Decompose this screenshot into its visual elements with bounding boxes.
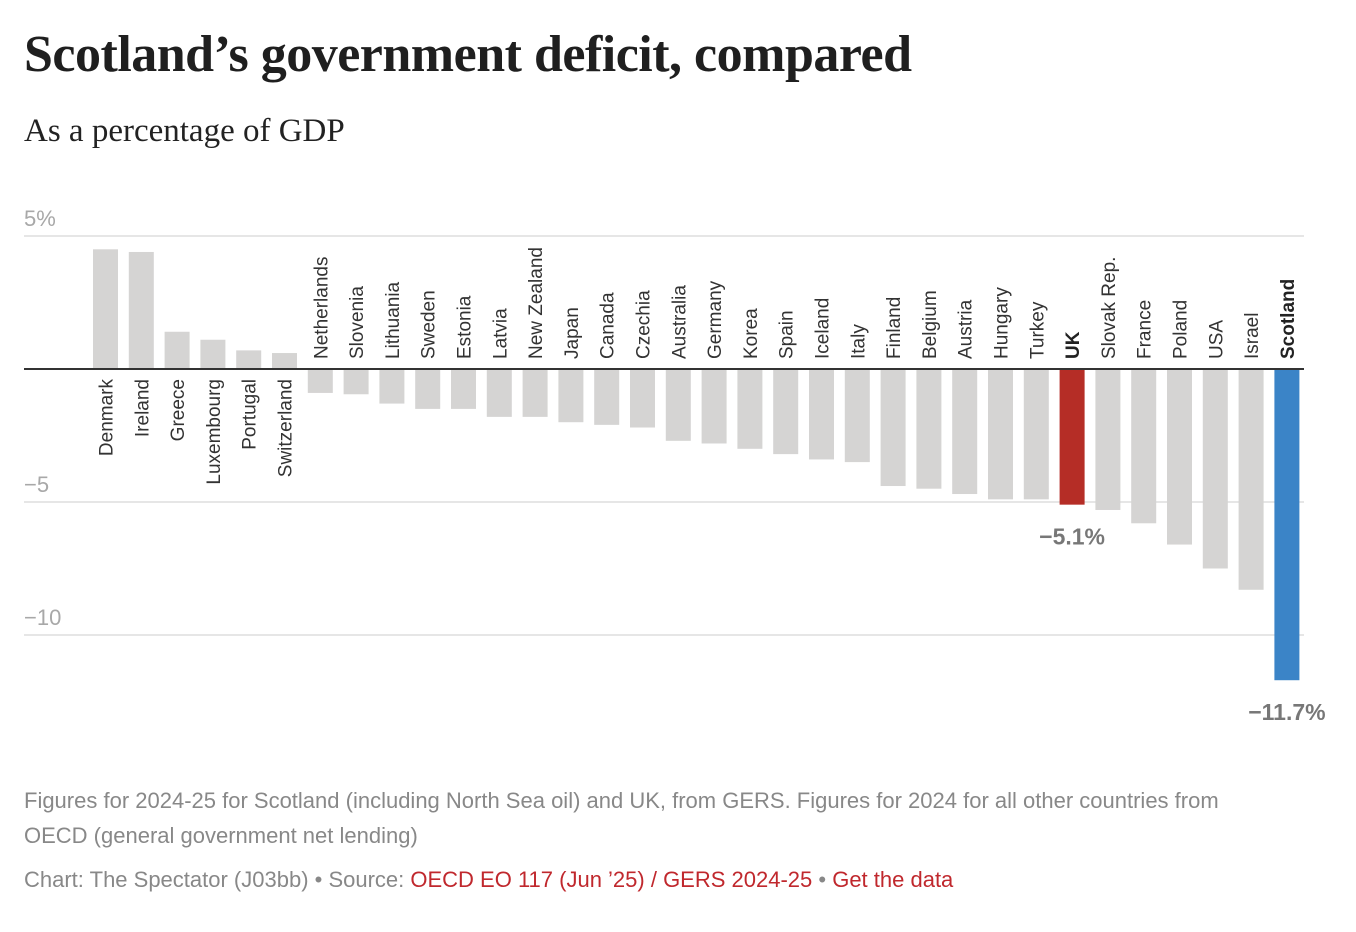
bar-slovenia	[343, 369, 369, 395]
bar-turkey	[1023, 369, 1049, 500]
bar-germany	[701, 369, 727, 444]
category-label: Israel	[1242, 313, 1263, 359]
get-the-data-link[interactable]: Get the data	[832, 867, 954, 892]
category-label: Korea	[741, 308, 762, 359]
y-axis-ticks: 5% −5 −10	[24, 206, 61, 630]
category-label: Poland	[1171, 300, 1192, 359]
category-label: Czechia	[634, 290, 655, 359]
category-label: Finland	[884, 297, 905, 359]
bar-usa	[1202, 369, 1228, 569]
value-labels: −5.1% −11.7%	[1039, 524, 1325, 726]
bar-netherlands	[307, 369, 333, 393]
bar-korea	[737, 369, 763, 449]
bar-israel	[1238, 369, 1264, 590]
value-label-uk: −5.1%	[1039, 524, 1105, 550]
bar-ireland	[128, 251, 154, 369]
bars	[93, 249, 1300, 681]
category-label: Belgium	[920, 290, 941, 359]
category-label: Austria	[956, 299, 977, 359]
bar-estonia	[451, 369, 476, 409]
bar-denmark	[93, 249, 118, 369]
bar-switzerland	[272, 353, 297, 369]
bar-chart: 5% −5 −10 Denmark Ireland Greece Luxembourg Po…	[24, 206, 1326, 726]
category-label: Germany	[705, 280, 726, 359]
bar-iceland	[809, 369, 834, 460]
category-label: Estonia	[455, 295, 476, 359]
bar-australia	[665, 369, 691, 441]
category-label: Sweden	[419, 290, 440, 359]
category-label: Ireland	[132, 379, 153, 437]
bar-new-zealand	[522, 369, 548, 417]
category-label: Italy	[848, 324, 869, 359]
gridlines	[24, 235, 1304, 636]
chart-credit: Chart: The Spectator (J03bb) • Source: O…	[24, 862, 953, 897]
category-label: Scotland	[1278, 279, 1299, 359]
y-tick-label: −10	[24, 605, 61, 630]
y-tick-label: −5	[24, 472, 49, 497]
bar-italy	[844, 369, 870, 463]
bar-greece	[164, 331, 190, 369]
y-tick-label: 5%	[24, 206, 56, 231]
category-label: Slovak Rep.	[1099, 257, 1120, 359]
bar-uk	[1059, 369, 1085, 505]
chart-title: Scotland’s government deficit, compared	[24, 26, 912, 83]
bar-czechia	[630, 369, 655, 428]
bar-slovak-rep-	[1095, 369, 1121, 510]
chart-subtitle: As a percentage of GDP	[24, 113, 345, 149]
credit-prefix: Chart: The Spectator (J03bb) • Source:	[24, 867, 411, 892]
bar-sweden	[415, 369, 441, 409]
category-label: Slovenia	[347, 286, 368, 359]
category-label: Turkey	[1027, 301, 1048, 359]
category-label: Greece	[168, 379, 189, 441]
bar-france	[1131, 369, 1157, 524]
category-label: Hungary	[992, 287, 1013, 359]
category-label: Netherlands	[311, 257, 332, 359]
category-label: Canada	[598, 292, 619, 359]
category-label: Latvia	[490, 308, 511, 359]
bar-belgium	[916, 369, 942, 489]
category-label: Portugal	[240, 379, 261, 450]
bar-hungary	[988, 369, 1013, 500]
category-label: USA	[1206, 320, 1227, 359]
category-label: Iceland	[813, 298, 834, 359]
category-label: Luxembourg	[204, 379, 225, 485]
bar-scotland	[1274, 369, 1300, 681]
credit-separator: •	[812, 867, 833, 892]
bar-austria	[952, 369, 978, 495]
category-label: UK	[1063, 331, 1084, 359]
category-label: Denmark	[97, 379, 118, 457]
value-label-scotland: −11.7%	[1248, 699, 1325, 725]
category-label: France	[1135, 300, 1156, 359]
chart-note: Figures for 2024-25 for Scotland (includ…	[24, 788, 1219, 848]
category-label: Spain	[777, 310, 798, 359]
category-label: Switzerland	[276, 379, 297, 477]
bar-canada	[594, 369, 620, 425]
category-label: Lithuania	[383, 281, 404, 359]
bar-spain	[773, 369, 799, 455]
category-labels: Denmark Ireland Greece Luxembourg Portugal Sw…	[97, 247, 1299, 485]
bar-portugal	[236, 350, 262, 369]
source-link[interactable]: OECD EO 117 (Jun ’25) / GERS 2024-25	[410, 867, 813, 892]
bar-latvia	[486, 369, 512, 417]
bar-japan	[558, 369, 584, 423]
bar-luxembourg	[200, 339, 226, 369]
bar-lithuania	[379, 369, 405, 404]
category-label: New Zealand	[526, 247, 547, 359]
category-label: Australia	[669, 285, 690, 359]
bar-poland	[1167, 369, 1192, 545]
category-label: Japan	[562, 307, 583, 359]
bar-finland	[880, 369, 906, 487]
